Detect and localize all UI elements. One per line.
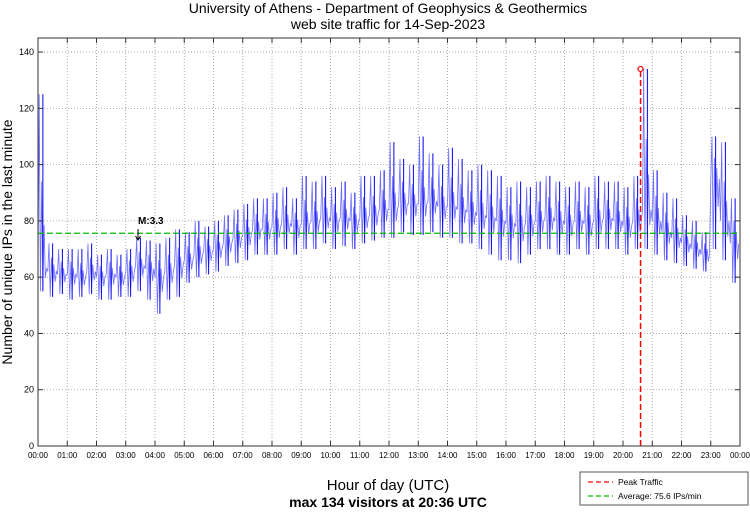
chart-title-line-1: University of Athens - Department of Geo… [189,0,587,16]
x-tick-label: 10:00 [320,451,341,460]
x-tick-label: 01:00 [57,451,78,460]
x-tick-label: 14:00 [437,451,458,460]
overlay-layer: M:3.3 [38,65,740,446]
x-tick-label: 02:00 [86,451,107,460]
series-layer [37,68,740,314]
y-axis-label: Number of unique IPs in the last minute [0,119,15,364]
x-tick-label: 11:00 [350,451,370,460]
y-tick-label: 0 [29,441,34,451]
x-tick-label: 12:00 [379,451,400,460]
x-tick-label: 18:00 [554,451,575,460]
visitors-line [37,68,740,314]
legend-box [579,471,749,506]
y-tick-label: 140 [19,47,34,57]
plot-frame [37,37,741,447]
x-tick-label: 23:00 [701,451,722,460]
x-tick-label: 21:00 [642,451,663,460]
x-tick-label: 08:00 [262,451,283,460]
x-tick-label: 15:00 [467,451,488,460]
y-tick-label: 20 [24,385,34,395]
x-tick-label: 03:00 [116,451,137,460]
x-axis-label: Hour of day (UTC) [327,477,450,494]
legend: Peak Traffic Average: 75.6 IPs/min [579,471,749,506]
annotation-label: M:3.3 [138,216,164,227]
axes: 0 20 40 60 80 100 120 140 00:00 01:00 02:00 03:00 04… [19,37,750,460]
x-tick-label: 04:00 [145,451,166,460]
x-tick-label: 19:00 [584,451,605,460]
x-tick-label: 16:00 [496,451,517,460]
y-tick-label: 60 [24,272,34,282]
x-tick-label: 05:00 [174,451,195,460]
y-tick-label: 100 [19,160,34,170]
chart-subtitle: max 134 visitors at 20:36 UTC [289,494,487,510]
x-tick-label: 13:00 [408,451,429,460]
y-tick-label: 80 [24,216,34,226]
x-tick-label: 07:00 [233,451,254,460]
y-tick-label: 120 [19,103,34,113]
grid [38,38,740,446]
x-tick-label: 00:00 [28,451,49,460]
x-tick-label: 20:00 [613,451,634,460]
legend-average-label: Average: 75.6 IPs/min [618,491,702,501]
x-tick-label: 17:00 [525,451,546,460]
peak-marker [637,65,644,73]
x-tick-label: 06:00 [203,451,224,460]
y-tick-label: 40 [24,328,34,338]
x-tick-label: 00:00 [730,451,750,460]
legend-peak-label: Peak Traffic [618,477,663,487]
x-tick-label: 09:00 [291,451,312,460]
annotation-arrowhead-icon [135,235,141,241]
x-tick-label: 22:00 [671,451,692,460]
chart-title-line-2: web site traffic for 14-Sep-2023 [290,16,486,32]
